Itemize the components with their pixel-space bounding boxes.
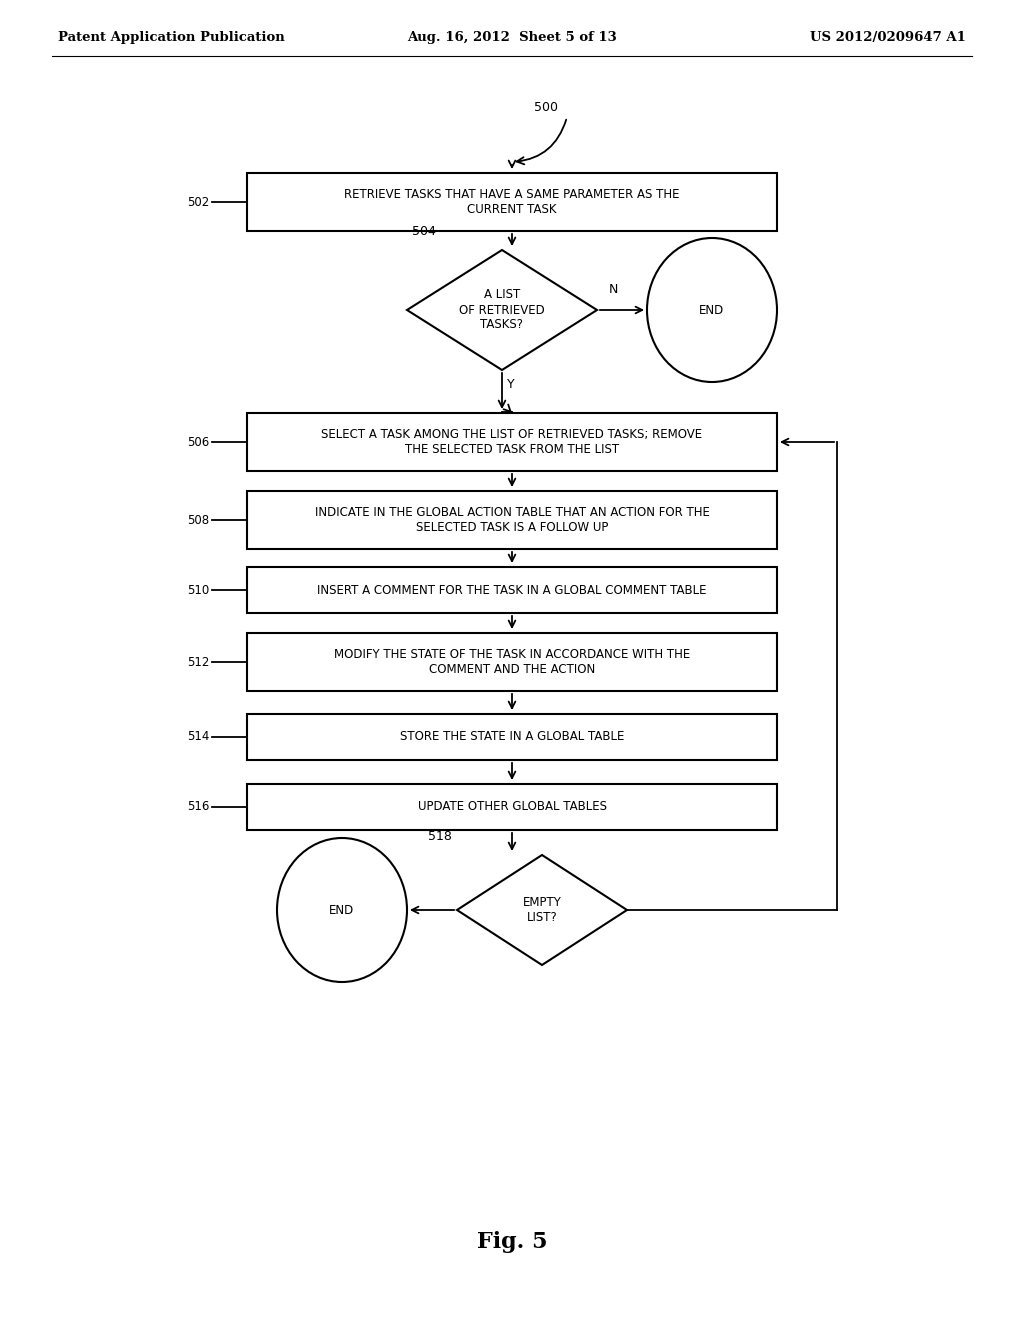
FancyBboxPatch shape (247, 173, 777, 231)
Text: Y: Y (507, 378, 515, 391)
Text: Fig. 5: Fig. 5 (477, 1232, 547, 1253)
FancyBboxPatch shape (247, 568, 777, 612)
Text: END: END (699, 304, 725, 317)
Text: MODIFY THE STATE OF THE TASK IN ACCORDANCE WITH THE
COMMENT AND THE ACTION: MODIFY THE STATE OF THE TASK IN ACCORDAN… (334, 648, 690, 676)
Polygon shape (457, 855, 627, 965)
Text: UPDATE OTHER GLOBAL TABLES: UPDATE OTHER GLOBAL TABLES (418, 800, 606, 813)
Text: END: END (330, 903, 354, 916)
Text: 504: 504 (412, 224, 436, 238)
Text: STORE THE STATE IN A GLOBAL TABLE: STORE THE STATE IN A GLOBAL TABLE (399, 730, 625, 743)
Text: INSERT A COMMENT FOR THE TASK IN A GLOBAL COMMENT TABLE: INSERT A COMMENT FOR THE TASK IN A GLOBA… (317, 583, 707, 597)
Text: 502: 502 (186, 195, 209, 209)
FancyBboxPatch shape (247, 413, 777, 471)
Text: RETRIEVE TASKS THAT HAVE A SAME PARAMETER AS THE
CURRENT TASK: RETRIEVE TASKS THAT HAVE A SAME PARAMETE… (344, 187, 680, 216)
Text: INDICATE IN THE GLOBAL ACTION TABLE THAT AN ACTION FOR THE
SELECTED TASK IS A FO: INDICATE IN THE GLOBAL ACTION TABLE THAT… (314, 506, 710, 535)
Text: 506: 506 (186, 436, 209, 449)
Text: Aug. 16, 2012  Sheet 5 of 13: Aug. 16, 2012 Sheet 5 of 13 (408, 32, 616, 45)
Text: Patent Application Publication: Patent Application Publication (58, 32, 285, 45)
Text: SELECT A TASK AMONG THE LIST OF RETRIEVED TASKS; REMOVE
THE SELECTED TASK FROM T: SELECT A TASK AMONG THE LIST OF RETRIEVE… (322, 428, 702, 455)
Text: 512: 512 (186, 656, 209, 668)
Text: EMPTY
LIST?: EMPTY LIST? (522, 896, 561, 924)
FancyBboxPatch shape (247, 634, 777, 690)
Ellipse shape (647, 238, 777, 381)
Text: 514: 514 (186, 730, 209, 743)
Ellipse shape (278, 838, 407, 982)
Polygon shape (407, 249, 597, 370)
Text: 516: 516 (186, 800, 209, 813)
Text: A LIST
OF RETRIEVED
TASKS?: A LIST OF RETRIEVED TASKS? (459, 289, 545, 331)
FancyArrowPatch shape (517, 120, 566, 165)
Text: 508: 508 (186, 513, 209, 527)
Text: 510: 510 (186, 583, 209, 597)
FancyBboxPatch shape (247, 714, 777, 760)
Text: 518: 518 (428, 830, 452, 843)
FancyBboxPatch shape (247, 784, 777, 830)
Text: 500: 500 (534, 102, 558, 114)
FancyBboxPatch shape (247, 491, 777, 549)
Text: N: N (609, 282, 618, 296)
Text: US 2012/0209647 A1: US 2012/0209647 A1 (810, 32, 966, 45)
